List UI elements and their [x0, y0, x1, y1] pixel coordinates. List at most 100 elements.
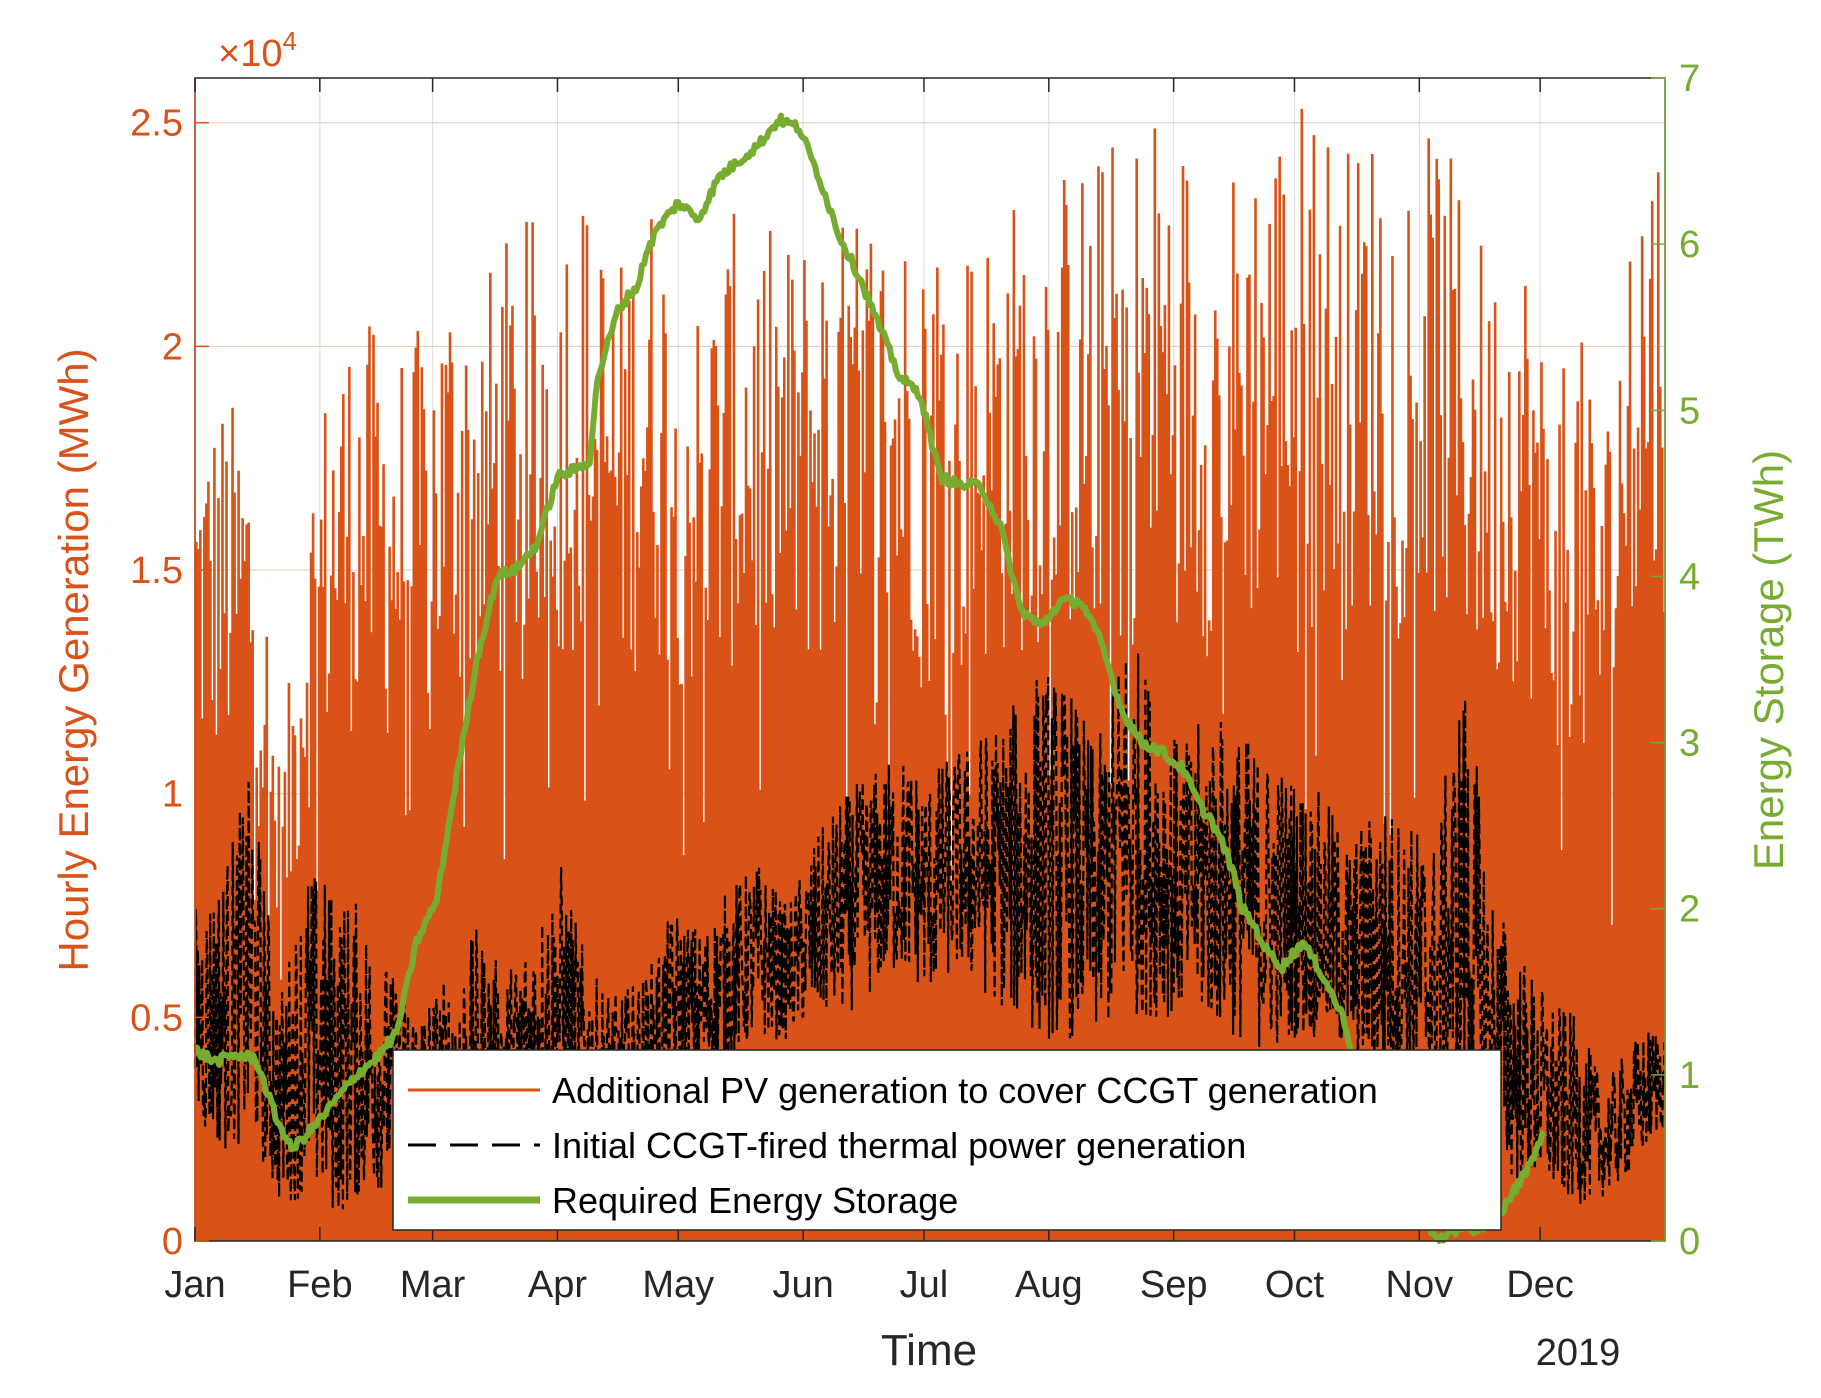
pv-generation-bar — [589, 520, 593, 1241]
x-tick-label-dec: Dec — [1506, 1264, 1574, 1306]
pv-generation-bar — [1654, 549, 1658, 1241]
right-axis-label: Energy Storage (TWh) — [1745, 450, 1792, 870]
pv-generation-bar — [225, 461, 228, 1242]
pv-generation-bar — [619, 267, 623, 1241]
pv-generation-bar — [748, 488, 752, 1242]
pv-generation-bar — [744, 387, 748, 1241]
pv-generation-bar — [1095, 535, 1098, 1241]
pv-generation-bar — [605, 436, 609, 1241]
pv-generation-bar — [740, 513, 744, 1241]
pv-generation-bar — [1409, 375, 1412, 1241]
pv-generation-bar — [789, 508, 792, 1241]
pv-generation-bar — [627, 300, 631, 1241]
pv-generation-bar — [1538, 539, 1541, 1241]
pv-generation-bar — [1646, 442, 1650, 1241]
pv-generation-bar — [259, 750, 263, 1241]
pv-generation-bar — [1290, 330, 1294, 1241]
pv-generation-bar — [762, 270, 766, 1241]
left-axis-label: Hourly Energy Generation (MWh) — [50, 348, 97, 971]
pv-generation-bar — [1274, 178, 1277, 1241]
pv-generation-bar — [1077, 572, 1080, 1241]
pv-generation-bar — [422, 409, 426, 1241]
ccgt-generation-series — [193, 653, 1666, 1210]
pv-generation-bar — [875, 702, 879, 1241]
x-axis-ticks: Jan Feb Mar Apr May Jun Jul Aug Sep Oct Nov Dec — [164, 78, 1574, 1306]
pv-generation-bar — [996, 364, 1000, 1242]
pv-generation-bar — [1453, 288, 1457, 1241]
pv-generation-bar — [1304, 809, 1308, 1241]
pv-generation-bar — [1602, 630, 1606, 1241]
pv-generation-bar — [1002, 647, 1006, 1241]
pv-generation-bar — [426, 692, 430, 1241]
pv-generation-bar — [1612, 667, 1616, 1241]
pv-generation-bar — [1163, 304, 1167, 1241]
pv-generation-bar — [803, 260, 806, 1242]
pv-generation-bar — [454, 594, 458, 1241]
pv-generation-bar — [563, 560, 567, 1241]
pv-generation-bar — [303, 757, 307, 1241]
pv-generation-bar — [1608, 451, 1612, 1241]
pv-generation-bar — [348, 366, 351, 1242]
pv-generation-bar — [1534, 452, 1537, 1241]
pv-generation-bar — [438, 615, 442, 1241]
pv-generation-bar — [525, 221, 528, 1241]
pv-generation-bar — [378, 525, 381, 1241]
pv-generation-bar — [752, 346, 756, 1241]
pv-generation-bar — [750, 560, 754, 1241]
pv-generation-bar — [333, 588, 337, 1241]
left-tick-label: 2.5 — [130, 103, 183, 145]
pv-generation-bar — [1471, 379, 1475, 1241]
pv-generation-bar — [611, 322, 615, 1242]
pv-generation-bar — [841, 227, 845, 1242]
pv-generation-bar — [859, 573, 863, 1241]
pv-generation-bar — [1616, 575, 1620, 1241]
pv-generation-bar — [797, 392, 800, 1241]
pv-generation-bar — [881, 270, 885, 1241]
pv-generation-bar — [458, 676, 462, 1241]
x-tick-label-may: May — [642, 1264, 714, 1306]
pv-generation-bar — [1415, 402, 1418, 1241]
pv-generation-bar — [476, 473, 480, 1242]
pv-generation-bar — [670, 507, 673, 1241]
pv-generation-bar — [837, 331, 840, 1242]
pv-generation-bar — [1540, 362, 1543, 1241]
pv-generation-bar — [211, 699, 214, 1241]
pv-generation-bar — [694, 581, 698, 1241]
pv-generation-bar — [686, 446, 689, 1241]
pv-generation-bar — [662, 294, 665, 1242]
pv-generation-bar — [581, 215, 585, 1241]
pv-generation-bar — [1213, 310, 1217, 1241]
pv-generation-bar — [1522, 414, 1525, 1241]
pv-generation-bar — [497, 565, 500, 1241]
pv-generation-bar — [807, 649, 810, 1241]
pv-generation-bar — [1632, 448, 1636, 1241]
pv-generation-bar — [823, 378, 826, 1241]
pv-generation-bar — [1171, 435, 1175, 1241]
pv-generation-bar — [541, 364, 544, 1241]
pv-generation-bar — [1018, 305, 1022, 1241]
pv-generation-bar — [418, 545, 422, 1241]
pv-generation-bar — [509, 325, 512, 1241]
pv-generation-bar — [1022, 274, 1026, 1241]
pv-generation-bar — [1308, 209, 1312, 1242]
pv-generation-bar — [1320, 463, 1324, 1241]
pv-generation-bar — [442, 566, 446, 1241]
x-tick-label-feb: Feb — [287, 1264, 352, 1306]
pv-generation-bar — [591, 496, 595, 1241]
pv-generation-bar — [420, 367, 424, 1241]
pv-generation-bar — [873, 724, 877, 1241]
x-tick-label-mar: Mar — [400, 1264, 466, 1306]
pv-generation-bar — [708, 469, 712, 1242]
pv-generation-bar — [738, 515, 742, 1241]
pv-generation-bar — [1395, 586, 1398, 1241]
pv-generation-bar — [825, 320, 828, 1241]
pv-generation-bar — [660, 433, 663, 1242]
pv-generation-bar — [1574, 442, 1577, 1241]
pv-generation-bar — [722, 413, 726, 1241]
x-axis-year-label: 2019 — [1536, 1332, 1621, 1374]
legend: Additional PV generation to cover CCGT g… — [392, 1049, 1502, 1231]
pv-generation-bar — [464, 365, 468, 1241]
right-tick-label: 4 — [1679, 556, 1700, 598]
x-tick-label-apr: Apr — [528, 1264, 587, 1306]
pv-generation-bar — [1044, 286, 1048, 1242]
